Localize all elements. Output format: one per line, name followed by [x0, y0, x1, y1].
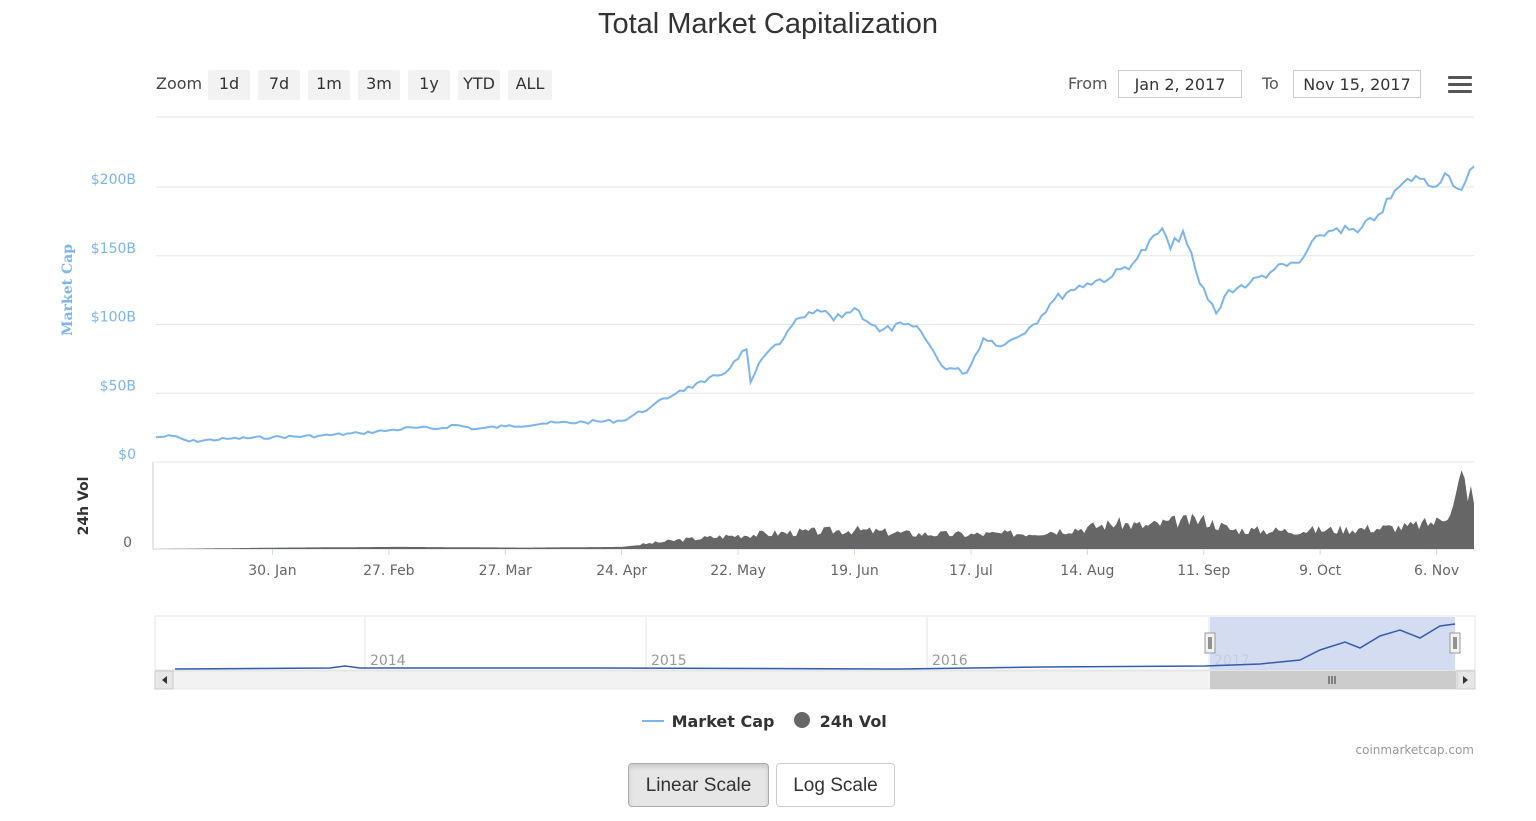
scrollbar-grip-icon	[1328, 676, 1336, 684]
from-date-input[interactable]: Jan 2, 2017	[1118, 70, 1242, 98]
zoom-all-button[interactable]: ALL	[508, 70, 552, 100]
y-tick-label: $150B	[91, 241, 136, 257]
series-area-24h-vol	[156, 470, 1474, 549]
chart-title: Total Market Capitalization	[597, 8, 939, 40]
zoom-1m-button[interactable]: 1m	[308, 70, 350, 100]
y-axis-title-market-cap: Market Cap	[60, 244, 76, 336]
to-date-input[interactable]: Nov 15, 2017	[1293, 70, 1421, 98]
x-tick-label: 9. Oct	[1299, 563, 1342, 579]
zoom-1y-button[interactable]: 1y	[408, 70, 450, 100]
series-line-market-cap	[155, 165, 1475, 443]
x-axis-ticks: 30. Jan 27. Feb 27. Mar 24. Apr 22. May 19. J…	[248, 549, 1459, 579]
from-label: From	[1068, 74, 1108, 93]
legend-label-market-cap: Market Cap	[671, 712, 775, 731]
x-tick-label: 11. Sep	[1177, 563, 1230, 579]
x-tick-label: 14. Aug	[1060, 563, 1114, 579]
to-label: To	[1262, 74, 1279, 93]
zoom-ytd-button[interactable]: YTD	[458, 70, 500, 100]
y-tick-label: $0	[118, 447, 136, 463]
navigator-year-label: 2014	[370, 653, 406, 669]
x-tick-label: 30. Jan	[248, 563, 296, 579]
x-tick-label: 27. Mar	[479, 563, 532, 579]
legend-item-24h-vol[interactable]: 24h Vol	[792, 711, 887, 731]
navigator-selected-range	[1210, 617, 1455, 670]
credits-link[interactable]: coinmarketcap.com	[1355, 743, 1474, 757]
navigator-year-label: 2016	[932, 653, 968, 669]
linear-scale-button[interactable]: Linear Scale	[628, 763, 769, 807]
log-scale-button[interactable]: Log Scale	[776, 763, 895, 807]
navigator-year-label: 2015	[651, 653, 687, 669]
x-tick-label: 24. Apr	[596, 563, 647, 579]
y-axis-ticks: $0 $50B $100B $150B $200B	[91, 172, 136, 463]
zoom-label: Zoom	[156, 74, 203, 93]
x-tick-label: 27. Feb	[363, 563, 415, 579]
grid-lines	[156, 186, 1474, 463]
x-tick-label: 6. Nov	[1414, 563, 1459, 579]
zoom-3m-button[interactable]: 3m	[358, 70, 400, 100]
volume-area	[156, 470, 1474, 549]
y-tick-label: $200B	[91, 172, 136, 188]
hamburger-menu-icon[interactable]	[1448, 76, 1472, 96]
x-tick-label: 22. May	[710, 563, 766, 579]
legend-item-market-cap[interactable]: Market Cap	[642, 711, 774, 731]
x-tick-label: 19. Jun	[830, 563, 879, 579]
navigator-right-handle[interactable]	[1449, 632, 1461, 654]
navigator-series-line	[174, 623, 1456, 670]
zoom-7d-button[interactable]: 7d	[258, 70, 300, 100]
legend-label-24h-vol: 24h Vol	[819, 712, 887, 731]
scroll-left-arrow-icon	[162, 676, 167, 684]
y-tick-vol-0: 0	[123, 535, 132, 551]
zoom-1d-button[interactable]: 1d	[208, 70, 250, 100]
y-tick-label: $100B	[91, 310, 136, 326]
navigator-left-handle[interactable]	[1204, 632, 1216, 654]
line-marker-icon	[642, 720, 664, 722]
chart-area: $0 $50B $100B $150B $200B Market Cap 24h Vol…	[60, 116, 1476, 690]
y-tick-label: $50B	[100, 378, 136, 394]
scroll-right-arrow-icon	[1463, 676, 1468, 684]
x-tick-label: 17. Jul	[949, 563, 993, 579]
y-axis-title-24h-vol: 24h Vol	[76, 477, 92, 536]
scrollbar-thumb[interactable]	[1210, 671, 1456, 689]
circle-marker-icon	[794, 712, 810, 728]
